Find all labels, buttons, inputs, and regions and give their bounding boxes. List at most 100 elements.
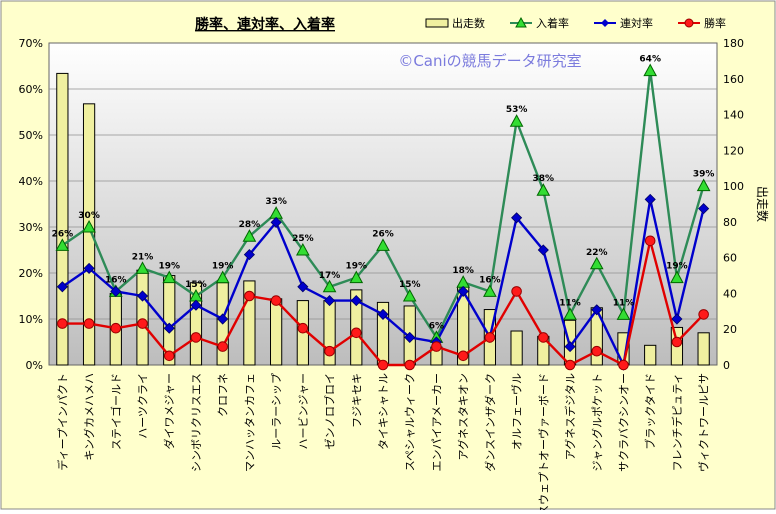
x-tick-label: シンボリクリスエス bbox=[190, 373, 203, 472]
rentai-rate-point bbox=[323, 295, 336, 307]
x-tick-label: オルフェーヴル bbox=[510, 373, 524, 450]
win-rate-point bbox=[190, 332, 202, 343]
left-tick-label: 0% bbox=[26, 359, 43, 372]
entry-rate-data-label: 11% bbox=[613, 298, 635, 308]
x-tick-label: エンパイアメーカー bbox=[430, 373, 443, 471]
entry-rate-data-label: 33% bbox=[265, 197, 287, 207]
right-tick-label: 100 bbox=[723, 180, 744, 193]
rentai-rate-point bbox=[671, 313, 683, 325]
x-tick-label: ダンスインザダーク bbox=[483, 373, 497, 472]
rentai-rate-point bbox=[404, 331, 416, 343]
rentai-rate-point bbox=[243, 249, 255, 261]
rentai-rate-point bbox=[511, 212, 523, 224]
legend-label: 連対率 bbox=[620, 16, 653, 30]
rentai-rate-point bbox=[350, 295, 362, 307]
left-tick-label: 40% bbox=[19, 175, 43, 188]
win-rate-point bbox=[297, 322, 309, 334]
x-tick-label: フジキセキ bbox=[350, 373, 363, 428]
right-tick-label: 60 bbox=[723, 252, 737, 265]
entry-rate-data-label: 15% bbox=[399, 280, 421, 290]
x-tick-label: ゼンノロブロイ bbox=[323, 373, 337, 449]
legend-marker bbox=[684, 18, 694, 28]
rentai-rate-point bbox=[56, 281, 68, 293]
win-rate-point bbox=[83, 318, 95, 329]
watermark: ©Caniの競馬データ研究室 bbox=[398, 52, 581, 70]
x-tick-label: スウェプトオーヴァーボード bbox=[536, 373, 550, 510]
left-tick-label: 10% bbox=[19, 313, 43, 326]
rentai-rate-point bbox=[537, 244, 549, 256]
entry-rate-point bbox=[322, 279, 337, 293]
bar bbox=[189, 282, 203, 366]
entry-rate-data-label: 17% bbox=[319, 271, 341, 281]
legend-label: 出走数 bbox=[452, 16, 485, 30]
entry-rate-point bbox=[616, 307, 631, 320]
right-axis-tick-labels: 0 20 40 60 80 100 120 140 160 180 bbox=[723, 37, 744, 372]
bar bbox=[243, 280, 256, 366]
win-rate-point bbox=[698, 309, 709, 320]
win-rate-point bbox=[163, 350, 175, 362]
bar bbox=[697, 332, 710, 366]
entry-rate-data-label: 6% bbox=[429, 321, 444, 331]
entry-rate-point bbox=[483, 284, 497, 297]
left-tick-label: 60% bbox=[19, 83, 43, 96]
win-rate-point bbox=[324, 345, 335, 357]
left-tick-label: 70% bbox=[19, 37, 43, 50]
win-rate-point bbox=[644, 235, 656, 247]
bar bbox=[270, 298, 283, 366]
rentai-rate-point bbox=[564, 341, 576, 353]
bar bbox=[56, 72, 69, 366]
entry-rate-data-label: 25% bbox=[292, 234, 314, 244]
win-rate-point bbox=[57, 318, 68, 329]
x-tick-label: ディープインパクト bbox=[55, 373, 69, 471]
right-axis-label: 出走数 bbox=[755, 186, 770, 222]
rentai-rate-point bbox=[297, 281, 309, 293]
entry-rate-data-label: 22% bbox=[586, 248, 608, 258]
left-tick-label: 30% bbox=[19, 221, 43, 234]
win-rate-point bbox=[350, 327, 362, 339]
win-rate-point bbox=[511, 286, 522, 297]
entry-rate-point bbox=[349, 270, 364, 284]
legend-label: 入着率 bbox=[536, 16, 569, 30]
win-rate-point bbox=[404, 359, 416, 371]
entry-rate-point bbox=[509, 114, 524, 127]
line-series bbox=[55, 63, 711, 371]
entry-rate-data-label: 19% bbox=[158, 262, 180, 272]
win-rate-point bbox=[244, 290, 255, 302]
x-tick-label: アグネスタキオン bbox=[456, 373, 470, 460]
win-rate-point bbox=[270, 295, 282, 306]
right-tick-label: 40 bbox=[723, 287, 737, 300]
entry-rate-data-label: 16% bbox=[479, 275, 501, 285]
x-tick-label: クロフネ bbox=[217, 373, 230, 417]
rentai-rate-point bbox=[270, 216, 282, 228]
entry-rate-data-label: 53% bbox=[506, 105, 528, 115]
bar bbox=[82, 103, 96, 366]
legend: 出走数 入着率 連対率 勝率 bbox=[425, 16, 726, 30]
x-tick-label: ハービンジャー bbox=[297, 373, 310, 449]
entry-rate-data-label: 38% bbox=[533, 174, 555, 184]
win-rate-point bbox=[431, 341, 442, 352]
left-tick-label: 50% bbox=[19, 129, 43, 142]
x-tick-label: ステイゴールド bbox=[109, 373, 123, 450]
rentai-rate-point bbox=[190, 299, 202, 311]
right-tick-label: 20 bbox=[723, 323, 737, 336]
rentai-rate-point bbox=[110, 285, 122, 297]
entry-rate-data-label: 26% bbox=[372, 229, 394, 239]
entry-rate-point bbox=[295, 242, 310, 256]
entry-rate-data-label: 64% bbox=[639, 55, 661, 65]
win-rate-point bbox=[484, 332, 496, 343]
win-rate-point bbox=[671, 336, 683, 348]
rentai-rate-point bbox=[591, 304, 603, 316]
rentai-rate-point bbox=[83, 262, 95, 274]
entry-rate-point bbox=[135, 261, 150, 274]
x-tick-label: ジャングルポケット bbox=[590, 373, 604, 471]
rentai-rate-point bbox=[217, 313, 229, 325]
bar bbox=[644, 344, 657, 366]
entry-rate-data-label: 30% bbox=[78, 211, 100, 221]
entry-rate-data-label: 18% bbox=[452, 266, 474, 276]
x-tick-label: スペシャルウィーク bbox=[404, 373, 417, 471]
entry-rate-point bbox=[376, 238, 390, 251]
win-rate-point bbox=[618, 359, 629, 371]
entry-rate-point bbox=[696, 178, 711, 192]
legend-label: 勝率 bbox=[704, 16, 726, 30]
